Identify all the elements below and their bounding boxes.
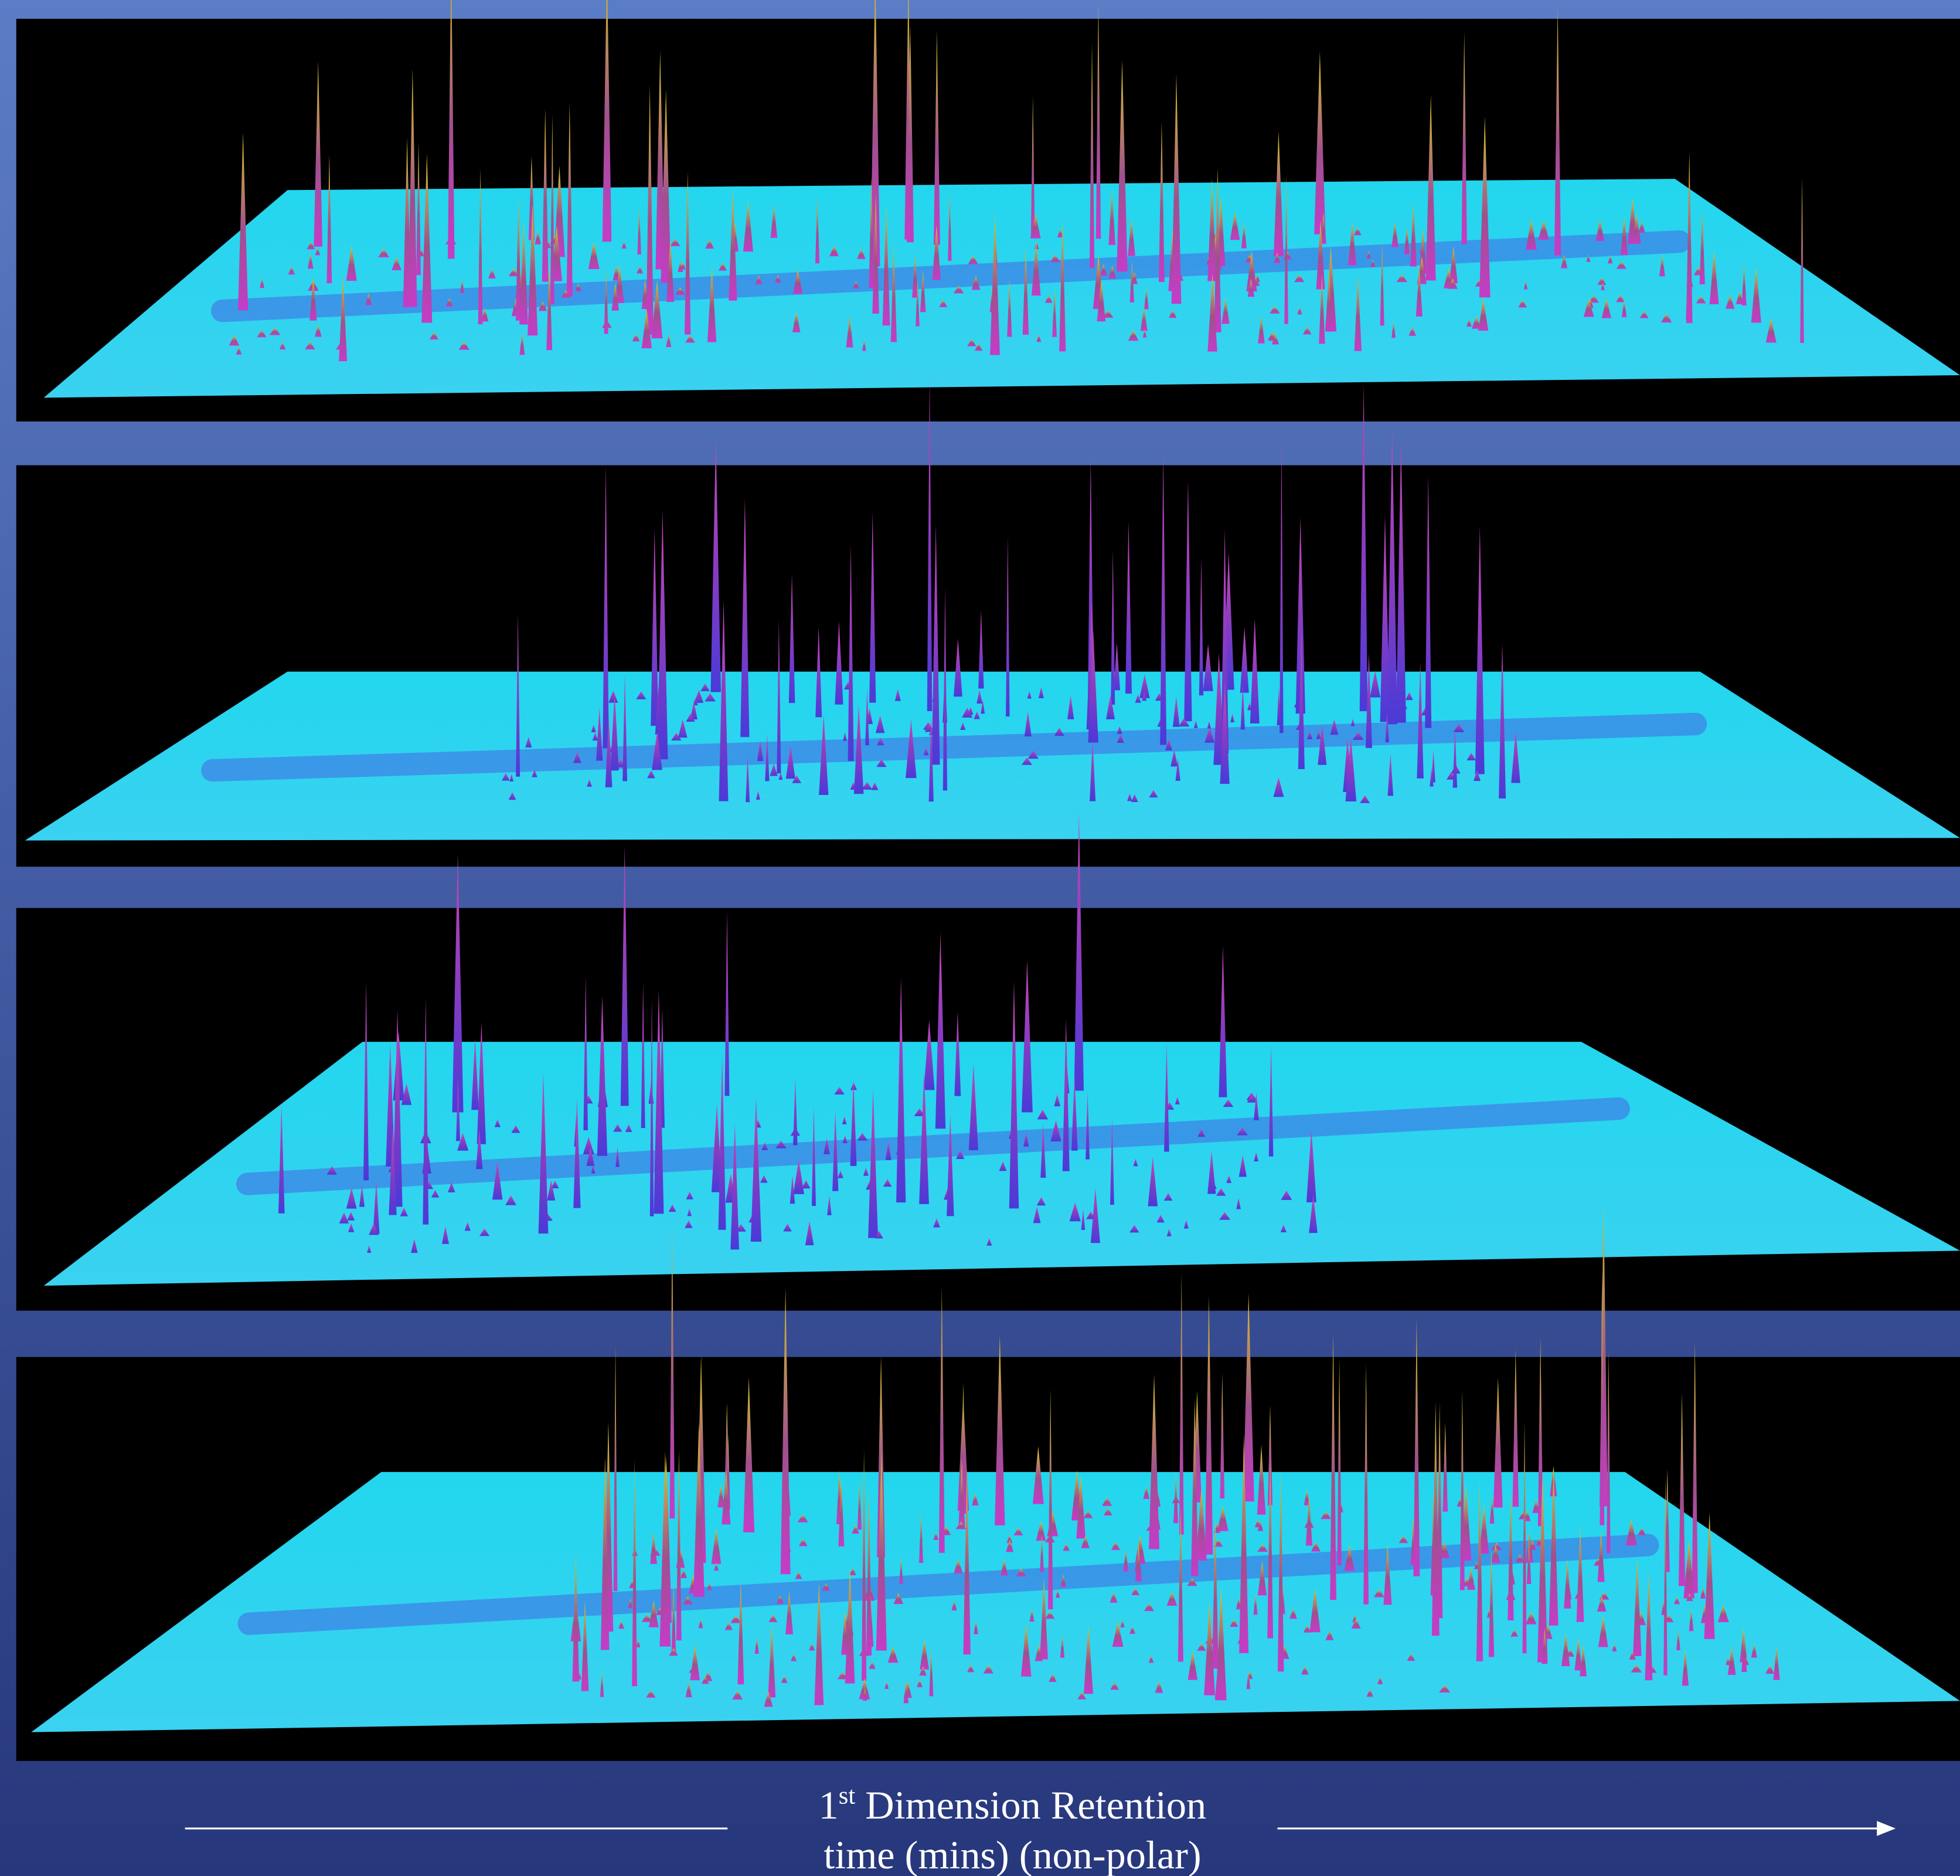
caption-superscript: st: [839, 1782, 856, 1809]
caption-line-1: 1st Dimension Retention: [819, 1782, 1207, 1827]
plot-panel: [16, 0, 1960, 422]
slide: 1st Dimension Retention time (mins) (non…: [0, 0, 1960, 1876]
surface-plane: [44, 179, 1960, 397]
caption-number: 1: [819, 1783, 839, 1827]
caption-text: Dimension Retention: [855, 1783, 1206, 1827]
page: {"caption": {"number": "1", "superscript…: [0, 0, 1960, 1876]
caption-line-2: time (mins) (non-polar): [824, 1833, 1201, 1876]
